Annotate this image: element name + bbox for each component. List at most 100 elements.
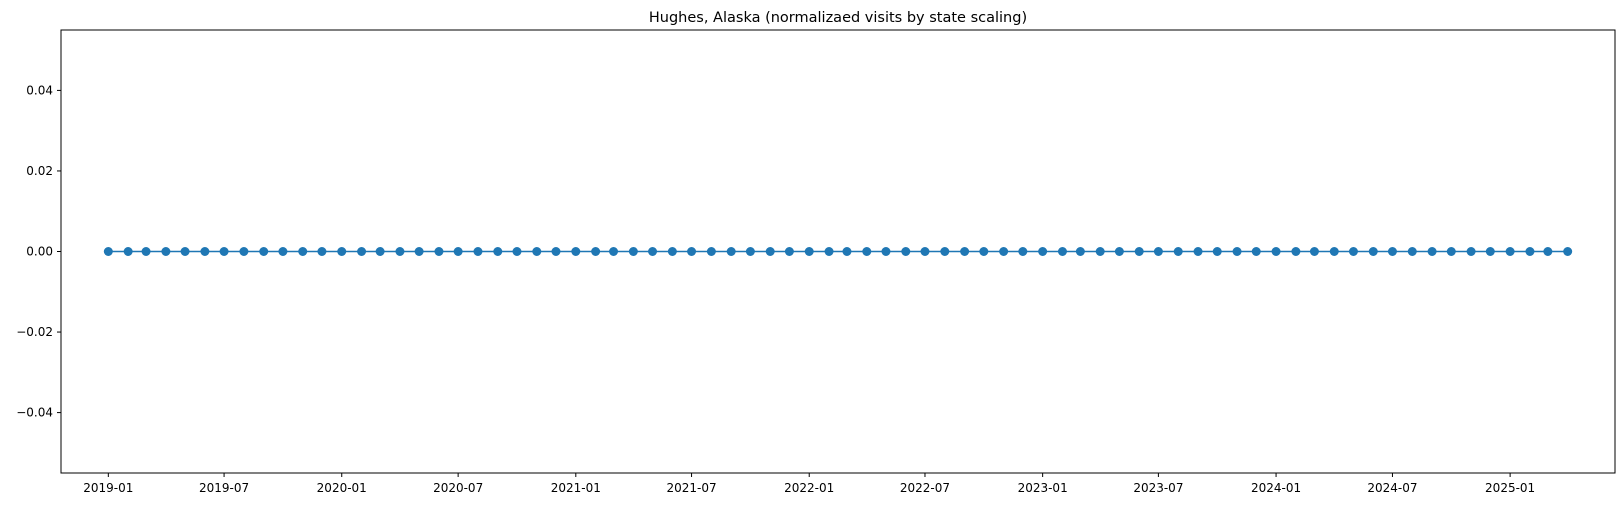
data-point bbox=[571, 247, 581, 256]
data-point bbox=[648, 247, 658, 256]
data-point bbox=[824, 247, 834, 256]
data-point bbox=[473, 247, 483, 256]
data-point bbox=[842, 247, 852, 256]
data-point bbox=[375, 247, 385, 256]
data-point bbox=[357, 247, 367, 256]
data-point bbox=[1485, 247, 1495, 256]
data-point bbox=[298, 247, 308, 256]
data-point bbox=[881, 247, 891, 256]
data-point bbox=[1505, 247, 1515, 256]
x-tick-label: 2022-01 bbox=[784, 481, 834, 495]
data-point bbox=[1095, 247, 1105, 256]
data-point bbox=[1114, 247, 1124, 256]
plot-frame bbox=[60, 29, 1616, 474]
data-point bbox=[706, 247, 716, 256]
data-point bbox=[453, 247, 463, 256]
data-point bbox=[1232, 247, 1242, 256]
data-point bbox=[999, 247, 1009, 256]
data-point bbox=[1329, 247, 1339, 256]
data-point bbox=[765, 247, 775, 256]
data-point bbox=[239, 247, 249, 256]
data-point bbox=[493, 247, 503, 256]
data-point bbox=[1446, 247, 1456, 256]
data-point bbox=[1387, 247, 1397, 256]
x-tick-label: 2025-01 bbox=[1485, 481, 1535, 495]
data-point bbox=[920, 247, 930, 256]
x-tick-label: 2021-07 bbox=[666, 481, 716, 495]
data-point bbox=[628, 247, 638, 256]
data-point bbox=[1193, 247, 1203, 256]
data-point bbox=[979, 247, 989, 256]
data-point bbox=[1134, 247, 1144, 256]
data-point bbox=[1075, 247, 1085, 256]
x-tick-label: 2022-07 bbox=[900, 481, 950, 495]
data-point bbox=[1251, 247, 1261, 256]
data-point bbox=[804, 247, 814, 256]
x-tick-label: 2020-01 bbox=[317, 481, 367, 495]
data-point bbox=[395, 247, 405, 256]
data-point bbox=[1368, 247, 1378, 256]
data-point bbox=[862, 247, 872, 256]
data-point bbox=[784, 247, 794, 256]
data-point bbox=[1291, 247, 1301, 256]
y-axis: 0.04 0.02 0.00 −0.02 −0.04 bbox=[16, 83, 61, 420]
x-tick-label: 2021-01 bbox=[551, 481, 601, 495]
data-point bbox=[1038, 247, 1048, 256]
data-point bbox=[1018, 247, 1028, 256]
data-point bbox=[1427, 247, 1437, 256]
data-point bbox=[161, 247, 171, 256]
data-point bbox=[1153, 247, 1163, 256]
x-tick-label: 2019-01 bbox=[83, 481, 133, 495]
y-tick-label: 0.04 bbox=[26, 83, 53, 97]
plot-series bbox=[103, 247, 1573, 256]
data-point bbox=[1271, 247, 1281, 256]
x-axis: 2019-01 2019-07 2020-01 2020-07 2021-01 2021-… bbox=[83, 473, 1535, 495]
data-point bbox=[512, 247, 522, 256]
data-point bbox=[532, 247, 542, 256]
data-point bbox=[434, 247, 444, 256]
data-point bbox=[1407, 247, 1417, 256]
data-point bbox=[278, 247, 288, 256]
data-point bbox=[1212, 247, 1222, 256]
data-point bbox=[317, 247, 327, 256]
y-tick-label: −0.02 bbox=[16, 325, 53, 339]
x-tick-label: 2024-01 bbox=[1251, 481, 1301, 495]
x-tick-label: 2023-01 bbox=[1018, 481, 1068, 495]
data-point bbox=[259, 247, 269, 256]
data-point bbox=[1348, 247, 1358, 256]
y-tick-label: 0.02 bbox=[26, 164, 53, 178]
data-point bbox=[103, 247, 113, 256]
x-tick-label: 2024-07 bbox=[1367, 481, 1417, 495]
data-point bbox=[1057, 247, 1067, 256]
chart-title: Hughes, Alaska (normalizaed visits by st… bbox=[649, 10, 1027, 26]
y-tick-label: 0.00 bbox=[26, 245, 53, 259]
data-point bbox=[687, 247, 697, 256]
data-point bbox=[609, 247, 619, 256]
data-point bbox=[1563, 247, 1573, 256]
data-point bbox=[219, 247, 229, 256]
data-point bbox=[337, 247, 347, 256]
data-point bbox=[180, 247, 190, 256]
y-tick-label: −0.04 bbox=[16, 406, 53, 420]
data-point bbox=[551, 247, 561, 256]
x-tick-label: 2020-07 bbox=[433, 481, 483, 495]
data-point bbox=[591, 247, 601, 256]
data-point bbox=[940, 247, 950, 256]
data-point bbox=[1543, 247, 1553, 256]
data-point bbox=[667, 247, 677, 256]
data-point bbox=[1525, 247, 1535, 256]
data-point bbox=[726, 247, 736, 256]
data-point bbox=[960, 247, 970, 256]
data-point bbox=[901, 247, 911, 256]
data-point bbox=[1309, 247, 1319, 256]
x-tick-label: 2023-07 bbox=[1133, 481, 1183, 495]
data-point bbox=[200, 247, 210, 256]
data-point bbox=[141, 247, 151, 256]
data-point bbox=[1173, 247, 1183, 256]
data-point bbox=[414, 247, 424, 256]
data-point bbox=[123, 247, 133, 256]
data-point bbox=[745, 247, 755, 256]
data-point bbox=[1466, 247, 1476, 256]
x-tick-label: 2019-07 bbox=[199, 481, 249, 495]
